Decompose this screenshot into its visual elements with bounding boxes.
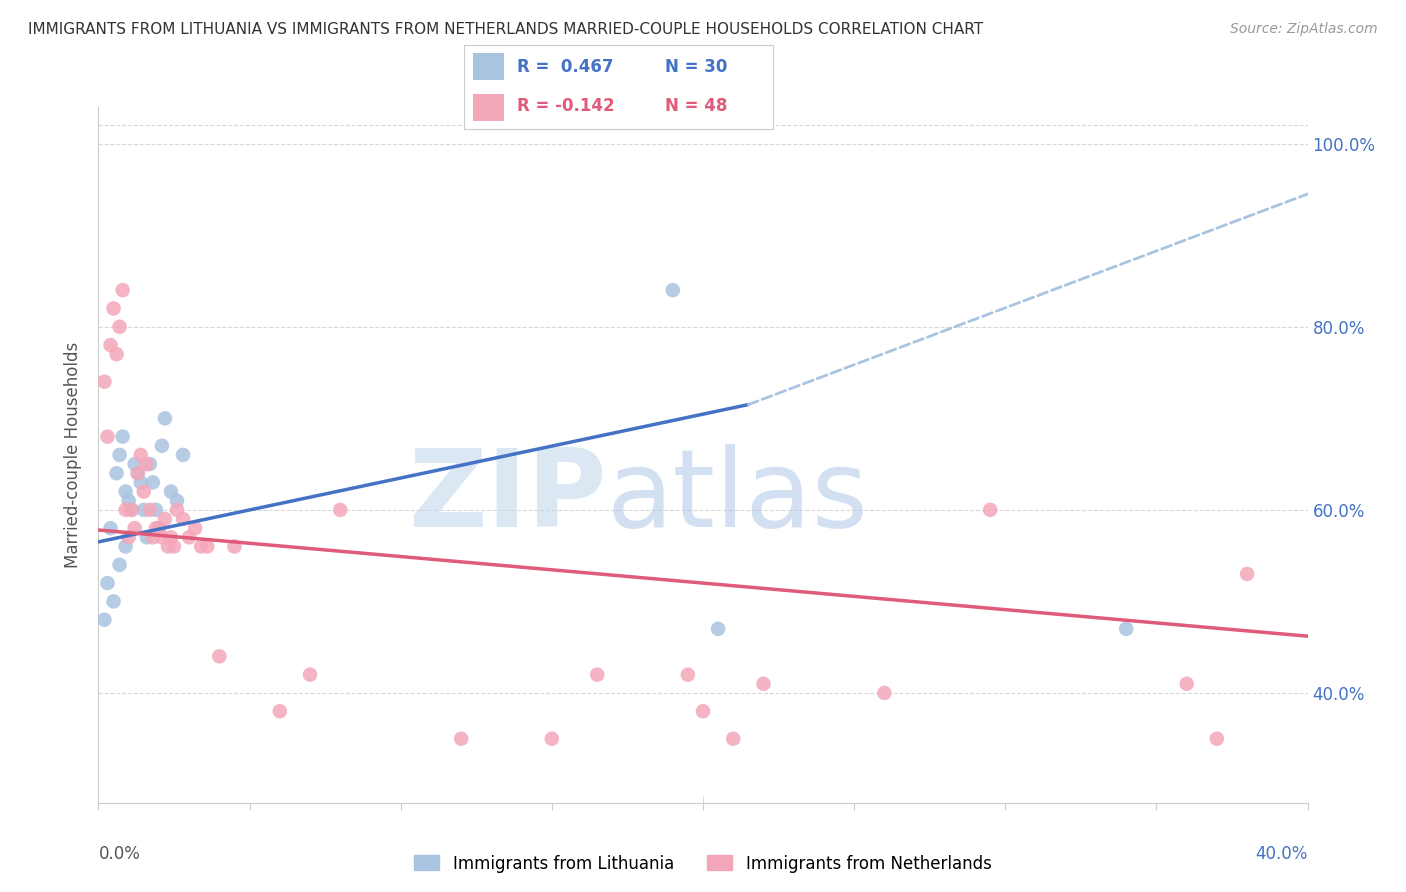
Point <box>752 677 775 691</box>
Point <box>111 283 134 297</box>
Point <box>132 484 155 499</box>
Point <box>1206 731 1229 746</box>
Point <box>979 503 1001 517</box>
Point <box>111 429 134 443</box>
Point <box>163 540 186 554</box>
Point <box>145 503 167 517</box>
Point <box>299 667 322 681</box>
Point <box>723 731 745 746</box>
Point <box>100 338 122 352</box>
Point <box>190 540 212 554</box>
Point <box>114 484 136 499</box>
Point <box>127 467 149 481</box>
Point <box>172 512 194 526</box>
Point <box>132 503 155 517</box>
Text: R =  0.467: R = 0.467 <box>516 59 613 77</box>
Text: 40.0%: 40.0% <box>1256 845 1308 863</box>
Point <box>105 347 128 361</box>
Point <box>150 530 173 544</box>
Point <box>124 521 146 535</box>
Text: atlas: atlas <box>606 443 869 549</box>
Point <box>148 521 170 535</box>
Point <box>124 457 146 471</box>
Point <box>148 521 170 535</box>
Point <box>93 375 115 389</box>
Point <box>150 439 173 453</box>
Point <box>160 530 183 544</box>
Point <box>142 475 165 490</box>
Point <box>224 540 246 554</box>
Point <box>540 731 562 746</box>
Point <box>160 484 183 499</box>
Point <box>139 457 162 471</box>
Text: N = 48: N = 48 <box>665 97 727 115</box>
Point <box>96 429 118 443</box>
Point <box>208 649 231 664</box>
Point <box>118 493 141 508</box>
Point <box>269 704 291 718</box>
Point <box>103 594 125 608</box>
FancyBboxPatch shape <box>474 54 505 80</box>
Point <box>450 731 472 746</box>
Text: R = -0.142: R = -0.142 <box>516 97 614 115</box>
Point <box>145 521 167 535</box>
Text: IMMIGRANTS FROM LITHUANIA VS IMMIGRANTS FROM NETHERLANDS MARRIED-COUPLE HOUSEHOL: IMMIGRANTS FROM LITHUANIA VS IMMIGRANTS … <box>28 22 983 37</box>
Point <box>707 622 730 636</box>
Point <box>93 613 115 627</box>
Point <box>153 512 176 526</box>
Point <box>184 521 207 535</box>
Point <box>129 475 152 490</box>
Point <box>129 448 152 462</box>
Point <box>1175 677 1198 691</box>
Point <box>121 503 143 517</box>
Point <box>139 503 162 517</box>
Point <box>135 457 157 471</box>
Point <box>692 704 714 718</box>
Y-axis label: Married-couple Households: Married-couple Households <box>65 342 83 568</box>
Point <box>195 540 218 554</box>
Point <box>142 530 165 544</box>
Point <box>166 503 188 517</box>
Point <box>121 503 143 517</box>
Point <box>135 530 157 544</box>
Point <box>179 530 201 544</box>
Point <box>586 667 609 681</box>
Point <box>1115 622 1137 636</box>
Point <box>127 467 149 481</box>
Point <box>108 319 131 334</box>
Point <box>108 448 131 462</box>
Point <box>676 667 699 681</box>
Point <box>329 503 352 517</box>
Text: Source: ZipAtlas.com: Source: ZipAtlas.com <box>1230 22 1378 37</box>
Point <box>114 540 136 554</box>
Point <box>103 301 125 316</box>
Text: ZIP: ZIP <box>408 443 606 549</box>
Text: 0.0%: 0.0% <box>98 845 141 863</box>
Point <box>114 503 136 517</box>
Point <box>166 493 188 508</box>
Point <box>662 283 685 297</box>
Text: N = 30: N = 30 <box>665 59 727 77</box>
Legend: Immigrants from Lithuania, Immigrants from Netherlands: Immigrants from Lithuania, Immigrants fr… <box>408 848 998 880</box>
Point <box>100 521 122 535</box>
Point <box>172 448 194 462</box>
Point <box>105 467 128 481</box>
Point <box>108 558 131 572</box>
Point <box>96 576 118 591</box>
Point <box>873 686 896 700</box>
Point <box>1236 566 1258 581</box>
FancyBboxPatch shape <box>474 94 505 120</box>
Point <box>153 411 176 425</box>
Point <box>156 540 179 554</box>
Point <box>118 530 141 544</box>
